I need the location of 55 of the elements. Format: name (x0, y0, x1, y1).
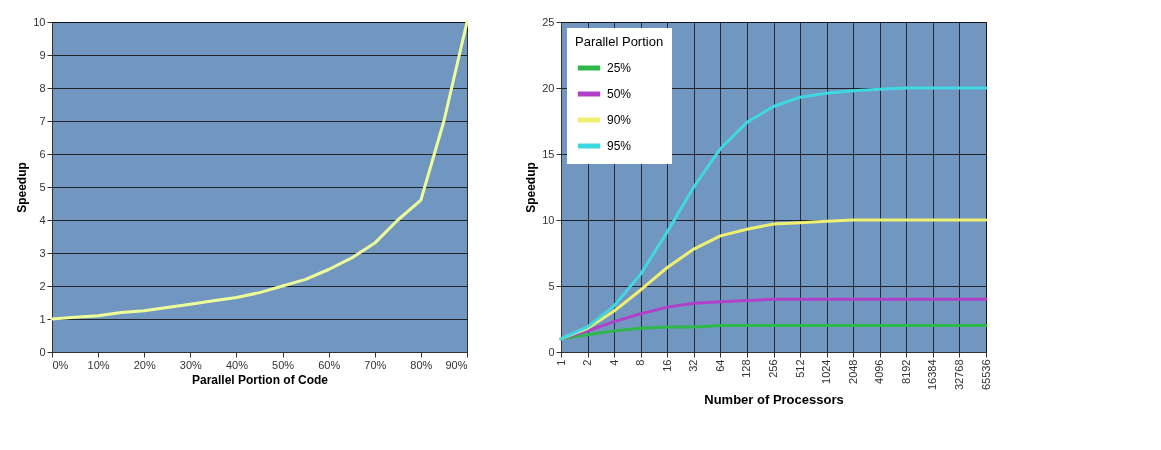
x-tick-label: 1024 (820, 359, 833, 384)
legend-label: 25% (607, 61, 632, 75)
y-tick-label: 5 (548, 279, 555, 292)
x-tick-label: 20% (133, 358, 156, 371)
legend-label: 50% (607, 87, 632, 101)
y-axis-title: Speedup (15, 162, 30, 213)
x-tick-label: 128 (740, 359, 753, 378)
y-tick-label: 8 (39, 81, 46, 94)
x-tick-label: 8192 (899, 359, 912, 384)
x-tick-label: 30% (179, 358, 203, 371)
line-series (50, 20, 469, 321)
x-tick-label: 2048 (846, 359, 859, 384)
x-axis-title: Parallel Portion of Code (191, 372, 329, 387)
y-tick-label: 10 (33, 15, 46, 28)
x-tick-label: 8 (634, 359, 647, 366)
x-tick-label: 40% (225, 358, 249, 371)
x-tick-label: 60% (318, 358, 341, 371)
x-tick-label: 16384 (926, 359, 939, 391)
y-tick-label: 7 (39, 114, 46, 127)
y-tick-label: 6 (39, 147, 46, 160)
y-tick-label: 5 (39, 180, 46, 193)
x-tick-label: 10% (87, 358, 110, 371)
x-axis-title: Number of Processors (704, 392, 844, 408)
y-tick-label: 1 (39, 312, 46, 325)
x-tick-label: 50% (272, 358, 295, 371)
x-tick-label: 64 (713, 359, 726, 372)
y-tick-label: 9 (39, 48, 46, 61)
y-tick-label: 20 (542, 81, 555, 94)
x-tick-label: 2 (581, 359, 594, 366)
x-tick-label: 80% (410, 358, 433, 371)
x-tick-label: 90% (445, 358, 468, 371)
x-tick-label: 1 (554, 359, 567, 366)
x-tick-label: 32768 (952, 359, 965, 391)
legend-label: 90% (607, 113, 632, 127)
y-tick-label: 3 (39, 246, 46, 259)
y-tick-label: 2 (39, 279, 46, 292)
y-tick-label: 25 (542, 15, 555, 28)
legend-label: 95% (607, 139, 632, 153)
x-tick-label: 32 (687, 359, 700, 372)
x-tick-label: 512 (793, 359, 806, 378)
x-tick-label: 70% (364, 358, 387, 371)
y-tick-label: 0 (39, 345, 46, 358)
y-tick-label: 15 (542, 147, 555, 160)
x-tick-label: 256 (767, 359, 779, 378)
y-tick-label: 4 (39, 213, 46, 226)
x-tick-label: 4 (607, 359, 620, 366)
line-series (559, 86, 988, 341)
x-tick-label: 65536 (979, 359, 992, 391)
x-tick-label: 4096 (873, 359, 886, 384)
x-tick-label: 0% (52, 358, 69, 371)
x-tick-label: 16 (660, 359, 673, 372)
y-axis-title: Speedup (524, 162, 539, 213)
y-tick-label: 10 (542, 213, 555, 226)
y-tick-label: 0 (548, 345, 555, 358)
legend-title: Parallel Portion (575, 34, 664, 49)
